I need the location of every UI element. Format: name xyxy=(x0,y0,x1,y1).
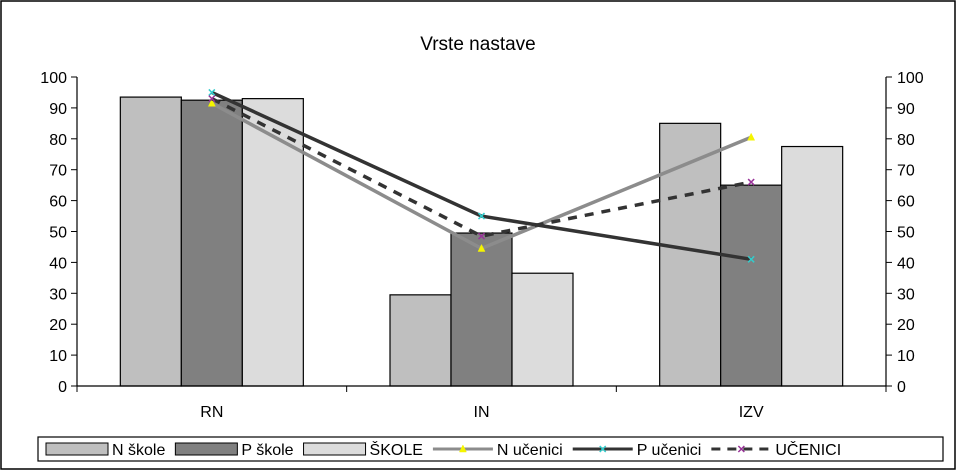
y-tick-label-right: 90 xyxy=(897,101,915,118)
x-tick-label-in: IN xyxy=(474,404,490,421)
legend-marker xyxy=(459,444,467,453)
y-tick-label-right: 30 xyxy=(897,286,915,303)
chart-title: Vrste nastave xyxy=(420,34,535,55)
legend: N škole P škole ŠKOLE N učenici P učenici UČE… xyxy=(37,436,944,462)
bar-škole-izv xyxy=(781,145,844,387)
y-tick-label-left: 80 xyxy=(49,132,67,149)
bar-n-škole-izv xyxy=(659,122,722,387)
y-tick-label-left: 0 xyxy=(58,379,67,396)
legend-item-p-učenici: P učenici xyxy=(572,442,702,459)
legend-label: N učenici xyxy=(497,442,563,459)
y-tick-label-left: 90 xyxy=(49,101,67,118)
y-tick-label-left: 100 xyxy=(40,70,67,87)
y-tick-label-left: 20 xyxy=(49,317,67,334)
legend-label: N škole xyxy=(112,442,165,459)
legend-swatch xyxy=(303,442,367,456)
line-point-p-učenici-in xyxy=(477,212,486,220)
legend-marker xyxy=(737,445,745,453)
line-point-učenici-in xyxy=(477,232,486,240)
legend-swatch xyxy=(174,442,238,456)
legend-label: P učenici xyxy=(637,442,702,459)
line-point-n-učenici-izv xyxy=(747,132,756,141)
legend-label: ŠKOLE xyxy=(370,440,423,459)
legend-marker xyxy=(599,445,607,453)
y-tick-label-right: 60 xyxy=(897,194,915,211)
line-point-učenici-izv xyxy=(747,178,755,186)
y-tick-label-left: 70 xyxy=(49,163,67,180)
y-tick-label-right: 40 xyxy=(897,255,915,272)
y-tick-label-right: 10 xyxy=(897,348,915,365)
line-point-p-učenici-izv xyxy=(747,255,755,263)
y-tick-label-right: 0 xyxy=(897,379,906,396)
y-tick-label-right: 70 xyxy=(897,163,915,180)
y-tick-label-left: 10 xyxy=(49,348,67,365)
legend-label: P škole xyxy=(241,442,293,459)
legend-swatch xyxy=(45,442,109,456)
y-tick-label-right: 20 xyxy=(897,317,915,334)
legend-item-n-škole: N škole xyxy=(45,442,165,459)
bar-n-škole-in xyxy=(389,294,452,387)
y-tick-label-left: 30 xyxy=(49,286,67,303)
legend-item-škole: ŠKOLE xyxy=(303,440,423,459)
y-tick-label-right: 80 xyxy=(897,132,915,149)
y-tick-label-left: 50 xyxy=(49,225,67,242)
plot-area: 0 0 10 10 20 20 30 30 40 40 50 50 60 60 70 70 80 80 90 90 10… xyxy=(40,70,924,421)
x-tick-label-rn: RN xyxy=(200,404,223,421)
line-point-n-učenici-in xyxy=(477,243,486,252)
y-tick-label-right: 100 xyxy=(897,70,924,87)
bar-p-škole-izv xyxy=(720,184,783,387)
legend-item-n-učenici: N učenici xyxy=(432,442,563,459)
bar-škole-in xyxy=(511,272,574,387)
bar-p-škole-rn xyxy=(180,99,243,387)
bar-p-škole-in xyxy=(450,232,513,387)
y-tick-label-left: 60 xyxy=(49,194,67,211)
y-tick-label-left: 40 xyxy=(49,255,67,272)
y-tick-label-right: 50 xyxy=(897,225,915,242)
legend-label: UČENICI xyxy=(775,440,841,459)
legend-item-učenici: UČENICI xyxy=(711,440,841,459)
x-tick-label-izv: IZV xyxy=(739,404,764,421)
legend-item-p-škole: P škole xyxy=(174,442,294,459)
line-point-p-učenici-rn xyxy=(208,88,216,96)
bar-n-škole-rn xyxy=(119,96,182,387)
line-point-učenici-rn xyxy=(208,95,216,103)
line-point-n-učenici-rn xyxy=(207,98,216,107)
